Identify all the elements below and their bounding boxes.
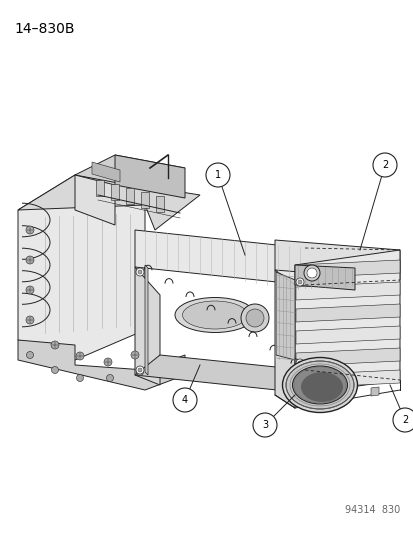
Circle shape: [131, 351, 139, 359]
Circle shape: [372, 153, 396, 177]
Polygon shape: [275, 272, 294, 360]
Circle shape: [26, 226, 34, 234]
Circle shape: [295, 278, 303, 286]
Polygon shape: [304, 248, 329, 295]
Text: 2: 2: [381, 160, 387, 170]
Circle shape: [240, 304, 268, 332]
Circle shape: [51, 367, 58, 374]
Ellipse shape: [282, 358, 357, 413]
Polygon shape: [295, 260, 399, 278]
Ellipse shape: [292, 366, 347, 404]
Polygon shape: [294, 265, 354, 290]
Circle shape: [104, 358, 112, 366]
Polygon shape: [335, 387, 343, 396]
Circle shape: [303, 265, 319, 281]
Polygon shape: [295, 348, 399, 366]
Text: 4: 4: [181, 395, 188, 405]
Polygon shape: [135, 267, 159, 385]
Polygon shape: [96, 180, 104, 196]
Polygon shape: [135, 230, 304, 285]
Ellipse shape: [300, 372, 342, 402]
Circle shape: [245, 309, 263, 327]
Polygon shape: [295, 282, 399, 300]
Polygon shape: [274, 240, 399, 280]
Text: 94314  830: 94314 830: [344, 505, 399, 515]
Ellipse shape: [285, 361, 353, 409]
Polygon shape: [294, 250, 399, 395]
Polygon shape: [156, 196, 164, 212]
Circle shape: [136, 268, 144, 276]
Circle shape: [295, 359, 303, 367]
Circle shape: [76, 375, 83, 382]
Polygon shape: [295, 370, 399, 388]
Polygon shape: [135, 355, 304, 393]
Circle shape: [206, 163, 230, 187]
Polygon shape: [18, 175, 199, 230]
Polygon shape: [295, 326, 399, 344]
Circle shape: [297, 280, 301, 284]
Ellipse shape: [182, 301, 247, 329]
Circle shape: [51, 341, 59, 349]
Circle shape: [138, 368, 142, 372]
Circle shape: [106, 375, 113, 382]
Circle shape: [136, 366, 144, 374]
Polygon shape: [111, 184, 119, 200]
Circle shape: [252, 413, 276, 437]
Ellipse shape: [175, 297, 254, 333]
Text: 14–830B: 14–830B: [14, 22, 74, 36]
Text: 1: 1: [214, 170, 221, 180]
Circle shape: [306, 268, 316, 278]
Polygon shape: [141, 192, 149, 208]
Polygon shape: [274, 270, 294, 408]
Polygon shape: [75, 175, 115, 225]
Polygon shape: [75, 155, 185, 188]
Polygon shape: [370, 387, 378, 396]
Circle shape: [26, 286, 34, 294]
Text: 2: 2: [401, 415, 407, 425]
Text: 3: 3: [261, 420, 267, 430]
Circle shape: [76, 352, 84, 360]
Polygon shape: [295, 304, 399, 322]
Circle shape: [392, 408, 413, 432]
Circle shape: [297, 361, 301, 365]
Polygon shape: [92, 162, 120, 182]
Circle shape: [26, 316, 34, 324]
Polygon shape: [18, 340, 185, 390]
Polygon shape: [115, 155, 185, 198]
Circle shape: [26, 351, 33, 359]
Polygon shape: [18, 175, 145, 360]
Polygon shape: [300, 387, 308, 396]
Circle shape: [173, 388, 197, 412]
Polygon shape: [126, 188, 134, 204]
Circle shape: [26, 256, 34, 264]
Circle shape: [136, 368, 143, 376]
Polygon shape: [145, 265, 147, 375]
Circle shape: [138, 270, 142, 274]
